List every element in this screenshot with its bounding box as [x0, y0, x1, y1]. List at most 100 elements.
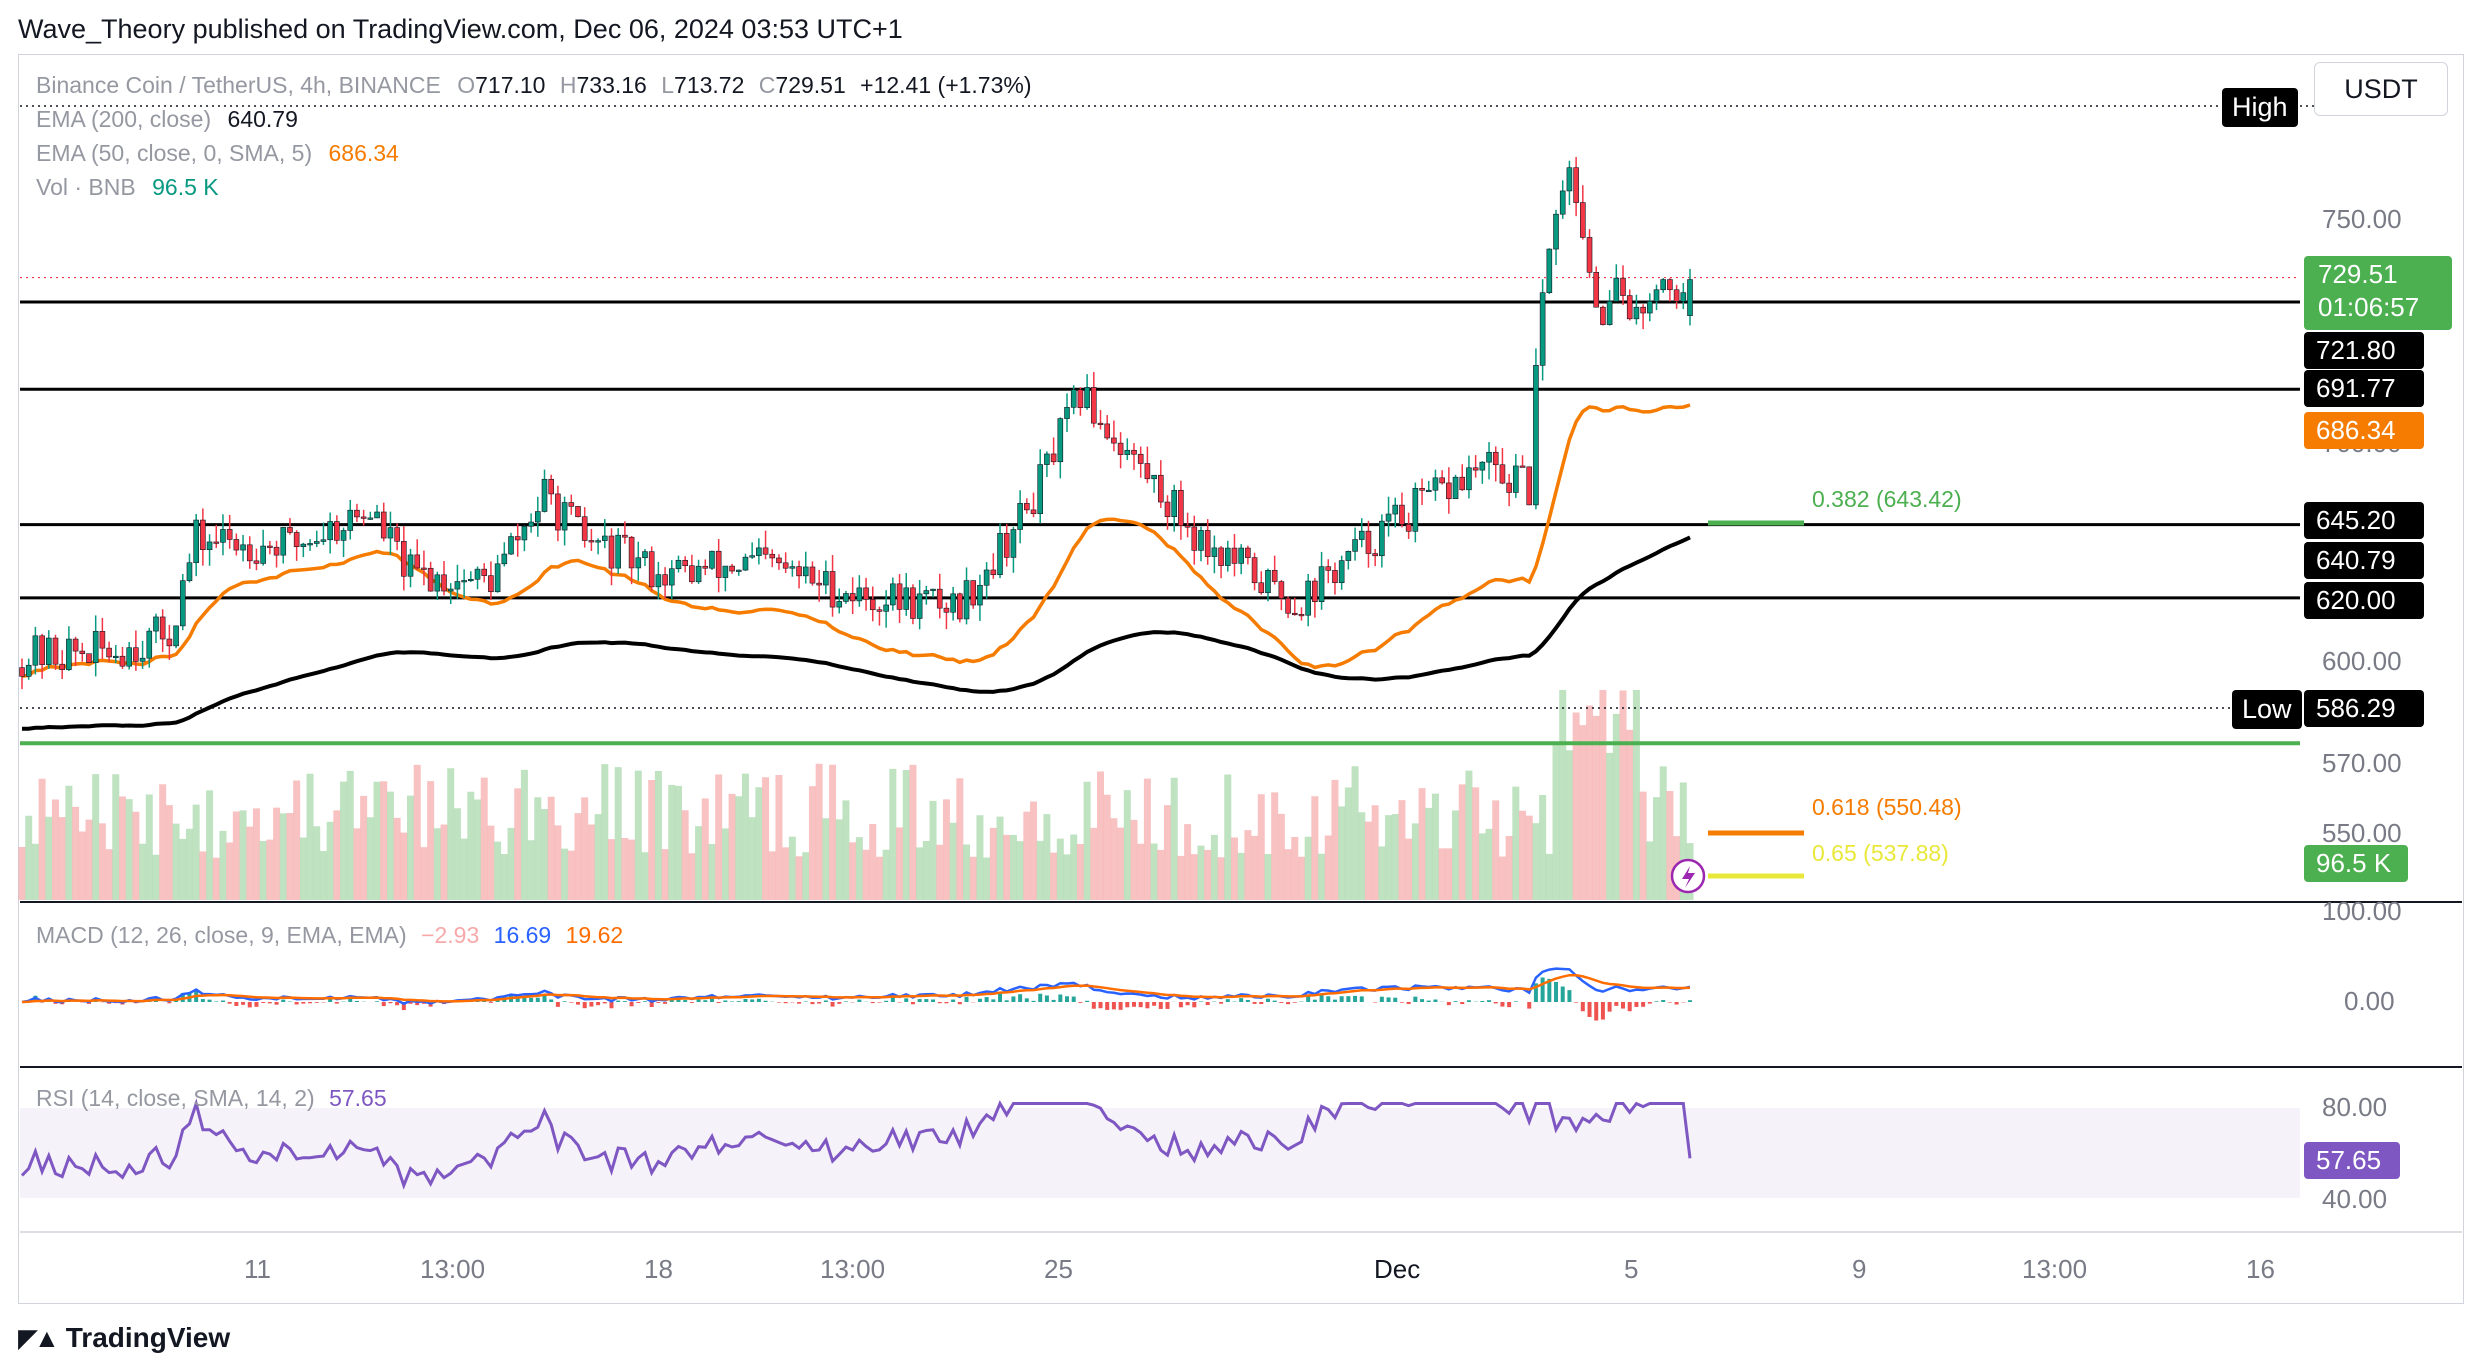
candle-body — [668, 568, 675, 586]
candle-body — [1037, 464, 1044, 514]
fib-label-0382: 0.382 (643.42) — [1812, 486, 1962, 513]
candle-body — [702, 565, 709, 569]
candle-body — [890, 583, 896, 606]
candle-body — [782, 562, 789, 569]
candle-body — [1606, 301, 1613, 325]
candle-body — [789, 566, 796, 569]
candle-body — [849, 593, 856, 602]
volume-tag: 96.5 K — [2304, 845, 2408, 882]
candle-body — [401, 541, 407, 577]
fib-price: (643.42) — [1875, 486, 1962, 512]
candle-body — [1653, 289, 1660, 302]
rsi-tick: 40.00 — [2322, 1184, 2388, 1214]
macd-legend[interactable]: MACD (12, 26, close, 9, EMA, EMA) −2.93 … — [36, 922, 623, 949]
candle-body — [1178, 490, 1184, 527]
candle-body — [930, 588, 936, 591]
ema50-row[interactable]: EMA (50, close, 0, SMA, 5) 686.34 — [36, 136, 1032, 170]
high-label: H — [559, 72, 577, 98]
candle-body — [1647, 301, 1653, 314]
currency-button[interactable]: USDT — [2314, 62, 2448, 116]
ema200-row[interactable]: EMA (200, close) 640.79 — [36, 102, 1032, 136]
candle-body — [166, 638, 173, 647]
candle-body — [943, 607, 950, 613]
candles — [19, 156, 1693, 690]
candle-body — [682, 559, 688, 566]
candle-body — [1003, 533, 1010, 558]
tradingview-logo-icon: ◤▲ — [18, 1322, 60, 1353]
candle-body — [1573, 167, 1579, 203]
candle-body — [1097, 422, 1104, 425]
level-tag-691: 691.77 — [2304, 370, 2424, 407]
candle-body — [1546, 248, 1553, 293]
candle-body — [1533, 365, 1539, 506]
candle-body — [742, 556, 749, 571]
candle-body — [1459, 476, 1466, 491]
candle-body — [1620, 277, 1626, 296]
macd-signal-line — [21, 973, 1691, 1004]
candle-body — [1539, 292, 1546, 366]
candle-body — [1010, 529, 1017, 558]
tradingview-logo[interactable]: ◤▲ TradingView — [18, 1322, 230, 1354]
candle-body — [1258, 582, 1265, 594]
rsi-background-band — [20, 1108, 2300, 1198]
candle-body — [756, 547, 762, 556]
candle-body — [133, 647, 139, 662]
symbol-name: Binance Coin / TetherUS, 4h, BINANCE — [36, 72, 441, 98]
candle-body — [936, 588, 943, 609]
candle-body — [1492, 451, 1499, 466]
chart-container[interactable] — [18, 54, 2464, 1304]
candle-body — [313, 541, 320, 544]
high-marker-tag: High — [2222, 88, 2298, 127]
candle-body — [320, 539, 327, 542]
candle-body — [193, 519, 199, 564]
candle-body — [52, 637, 59, 665]
candle-body — [1124, 449, 1131, 455]
candle-body — [1405, 524, 1412, 532]
fib-ratio: 0.65 — [1812, 840, 1857, 866]
candle-body — [1419, 488, 1425, 491]
candle-body — [514, 536, 521, 541]
candle-body — [1626, 295, 1633, 320]
candle-body — [1372, 553, 1378, 557]
candle-body — [340, 530, 347, 541]
candle-body — [1439, 477, 1445, 484]
candle-body — [709, 550, 715, 569]
candle-body — [213, 541, 220, 544]
volume-row[interactable]: Vol · BNB 96.5 K — [36, 170, 1032, 204]
candle-body — [260, 545, 266, 564]
brand-name: TradingView — [65, 1322, 231, 1353]
rsi-legend[interactable]: RSI (14, close, SMA, 14, 2) 57.65 — [36, 1085, 387, 1112]
candle-body — [92, 631, 99, 663]
candle-body — [689, 565, 695, 583]
candle-body — [1379, 520, 1385, 557]
candle-body — [1687, 279, 1693, 316]
level-tag-645: 645.20 — [2304, 502, 2424, 539]
candle-body — [856, 587, 863, 602]
price-tick: 750.00 — [2322, 204, 2402, 234]
macd-line-value: 16.69 — [493, 922, 552, 948]
candle-body — [950, 593, 956, 613]
candle-body — [1151, 474, 1157, 480]
macd-signal-value: 19.62 — [565, 922, 624, 948]
candle-body — [501, 553, 508, 565]
candle-body — [45, 637, 52, 665]
candle-body — [796, 566, 802, 577]
candle-body — [541, 478, 548, 512]
fib-price: (537.88) — [1863, 840, 1949, 866]
candle-body — [1312, 580, 1318, 602]
candle-body — [608, 535, 615, 569]
candle-body — [280, 527, 287, 556]
fib-price: (550.48) — [1875, 794, 1962, 820]
candle-body — [809, 566, 816, 584]
candle-body — [1332, 570, 1338, 584]
candle-body — [983, 569, 990, 586]
time-tick: 13:00 — [420, 1254, 486, 1284]
candle-body — [1231, 547, 1238, 564]
candle-body — [59, 663, 65, 670]
candle-body — [1278, 581, 1285, 599]
candle-body — [508, 536, 514, 555]
rsi-line — [20, 1098, 1692, 1190]
chart-legend: Binance Coin / TetherUS, 4h, BINANCE O71… — [36, 68, 1032, 204]
candle-body — [869, 599, 876, 611]
